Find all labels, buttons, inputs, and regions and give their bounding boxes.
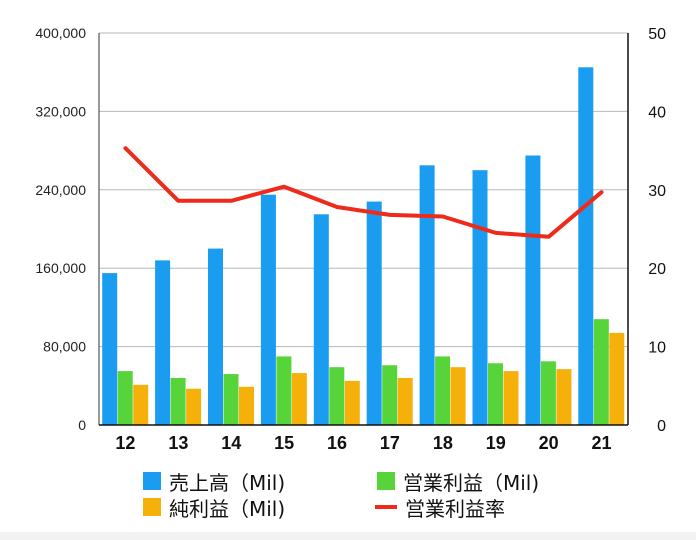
x-tick-label: 20 [539,433,559,453]
y-left-tick-label: 160,000 [35,260,86,276]
y-right-tick-label: 30 [648,183,666,200]
y-left-tick-label: 400,000 [35,25,86,41]
bar [155,260,171,425]
bar [117,371,133,425]
legend-label-operating-profit: 営業利益（Mil) [403,470,540,495]
bar [435,356,451,425]
legend-item-net-profit: 純利益（Mil) [143,494,286,521]
bar [291,373,307,425]
bar [239,386,254,425]
bar [397,377,413,425]
bar [540,361,556,425]
x-tick-label: 12 [115,433,135,453]
bar [578,67,594,426]
tick-labels: 0 0 80,000 10 160,000 20 240,000 30 320,000 40 400… [35,25,666,453]
bar [609,332,625,425]
bar [276,356,292,425]
x-tick-label: 14 [221,433,241,453]
y-right-tick-label: 0 [657,418,666,435]
window-bottom-edge [0,532,696,540]
bar-series [102,67,625,426]
x-tick-label: 17 [380,433,400,453]
bar [556,369,572,425]
y-right-tick-label: 10 [648,340,666,357]
bar [170,377,186,425]
legend-label-operating-margin: 営業利益率 [405,496,505,521]
bar [450,367,466,425]
x-tick-label: 16 [327,433,347,453]
bar [503,371,519,425]
bar [260,194,276,425]
axes [98,33,629,426]
y-left-tick-label: 320,000 [35,103,86,119]
bar [366,201,382,425]
x-tick-label: 21 [592,433,612,453]
x-tick-label: 13 [168,433,188,453]
grid-lines [99,32,628,348]
line-series [123,146,604,239]
legend-item-sales: 売上高（Mil) [143,468,286,495]
x-tick-label: 15 [274,433,294,453]
bar [344,380,360,425]
bar [525,155,541,425]
legend-swatch-sales [143,472,161,490]
legend-item-operating-profit: 営業利益（Mil) [377,468,540,495]
bar [382,365,398,425]
legend-line-operating-margin [375,505,397,509]
bar [472,170,488,425]
y-left-tick-label: 80,000 [43,339,86,355]
bar [488,363,503,425]
x-tick-label: 19 [486,433,506,453]
bar [208,248,223,425]
legend-label-sales: 売上高（Mil) [169,470,286,495]
bar [329,367,345,425]
x-tick-label: 18 [433,433,453,453]
bar [313,214,329,425]
bar [223,374,239,425]
y-right-tick-label: 40 [648,104,666,121]
bar [186,388,202,425]
bar [133,384,149,425]
y-right-tick-label: 50 [648,26,666,43]
y-left-tick-label: 0 [78,417,86,433]
bar [102,273,118,425]
bar [419,165,435,426]
chart-plot: 0 0 80,000 10 160,000 20 240,000 30 320,000 40 400… [35,25,666,453]
bar [593,319,609,425]
y-right-tick-label: 20 [648,261,666,278]
legend-label-net-profit: 純利益（Mil) [169,496,286,521]
legend-swatch-operating-profit [377,472,395,490]
line-series-path [123,146,604,239]
y-left-tick-label: 240,000 [35,182,86,198]
legend-swatch-net-profit [143,498,161,516]
legend-item-operating-margin: 営業利益率 [375,494,505,521]
legend: 売上高（Mil) 営業利益（Mil) 純利益（Mil) 営業利益率 [0,462,696,532]
